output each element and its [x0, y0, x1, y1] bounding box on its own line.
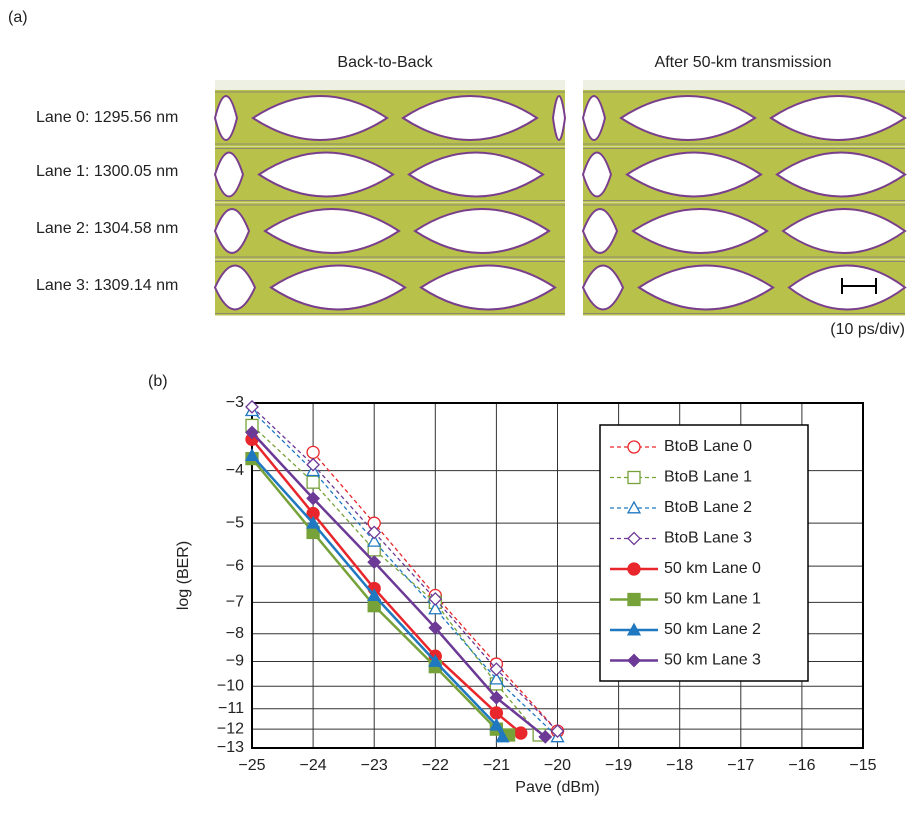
y-tick-label: −7 — [226, 594, 244, 611]
y-tick-label: −6 — [226, 557, 244, 574]
eye-opening — [553, 96, 565, 140]
legend-label: BtoB Lane 0 — [664, 438, 752, 455]
y-tick-label: −11 — [218, 700, 244, 717]
lane-label: Lane 1: 1300.05 nm — [36, 163, 178, 180]
y-tick-label: −4 — [226, 462, 244, 479]
legend-label: 50 km Lane 2 — [664, 621, 761, 638]
panel-label: (a) — [8, 9, 28, 26]
x-tick-label: −19 — [605, 757, 632, 774]
x-tick-label: −15 — [849, 757, 876, 774]
scale-note: (10 ps/div) — [830, 321, 905, 338]
legend-label: BtoB Lane 1 — [664, 469, 752, 486]
column-title: Back-to-Back — [337, 54, 433, 71]
data-point — [490, 707, 502, 719]
y-tick-label: −9 — [226, 653, 244, 670]
legend-label: 50 km Lane 0 — [664, 560, 761, 577]
plot: −25 −24 −23 −22 −21 −20 −19 −18 −17 −16 −15 −3 −4 −5 −… — [175, 394, 876, 796]
legend-box — [600, 425, 808, 681]
x-tick-label: −25 — [238, 757, 265, 774]
legend-label: BtoB Lane 2 — [664, 499, 752, 516]
lane-label: Lane 0: 1295.56 nm — [36, 109, 178, 126]
x-tick-label: −23 — [361, 757, 388, 774]
data-point — [515, 727, 527, 739]
lane-label: Lane 3: 1309.14 nm — [36, 277, 178, 294]
legend-label: 50 km Lane 3 — [664, 652, 761, 669]
eye-diagrams — [215, 80, 905, 316]
y-axis-label: log (BER) — [175, 541, 192, 610]
x-tick-label: −22 — [422, 757, 449, 774]
panel-label: (b) — [148, 373, 168, 390]
y-tick-label: −12 — [217, 720, 244, 737]
y-tick-label: −5 — [226, 514, 244, 531]
legend-label: 50 km Lane 1 — [664, 591, 761, 608]
x-tick-label: −24 — [300, 757, 327, 774]
x-tick-label: −18 — [666, 757, 693, 774]
y-tick-label: −13 — [217, 739, 244, 756]
legend: BtoB Lane 0 BtoB Lane 1 BtoB Lane 2 BtoB La… — [600, 425, 808, 681]
lane-label: Lane 2: 1304.58 nm — [36, 220, 178, 237]
legend-marker — [628, 563, 640, 575]
x-tick-label: −20 — [544, 757, 571, 774]
x-tick-label: −17 — [727, 757, 754, 774]
y-tick-label: −10 — [217, 677, 244, 694]
x-axis-label: Pave (dBm) — [515, 779, 599, 796]
column-title: After 50-km transmission — [655, 54, 832, 71]
x-tick-label: −21 — [483, 757, 510, 774]
legend-marker — [628, 441, 640, 453]
legend-marker — [628, 594, 640, 606]
x-tick-label: −16 — [788, 757, 815, 774]
y-tick-label: −8 — [226, 625, 244, 642]
legend-label: BtoB Lane 3 — [664, 530, 752, 547]
y-tick-label: −3 — [226, 394, 244, 411]
figure: (a) Back-to-Back After 50-km transmissio… — [0, 0, 922, 816]
legend-marker — [628, 472, 640, 484]
data-point — [307, 476, 319, 488]
data-point — [307, 446, 319, 458]
